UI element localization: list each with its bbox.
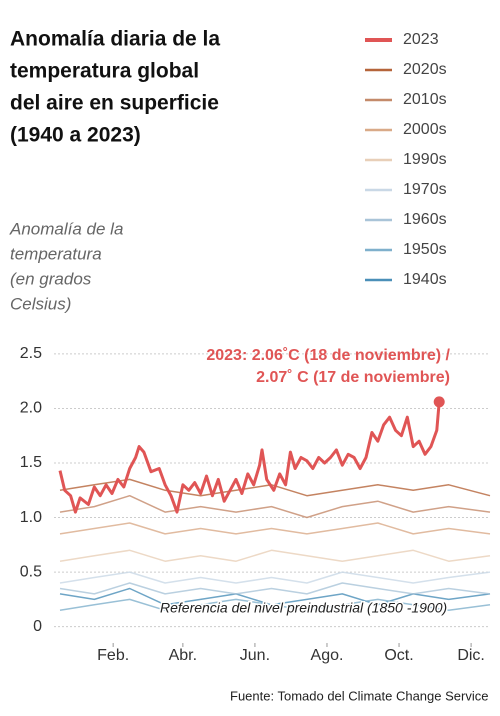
series-line	[59, 549, 491, 562]
reference-label-fg: Referencia del nivel preindustrial (1850…	[160, 600, 447, 616]
legend-label: 2023	[403, 31, 439, 48]
chart-title: temperatura global	[10, 60, 199, 83]
y-tick-label: 1.0	[20, 509, 42, 526]
series-line	[59, 571, 491, 584]
reference-label: Referencia del nivel preindustrial (1850…	[160, 600, 447, 616]
end-point	[433, 396, 445, 408]
annotation: 2023: 2.06˚C (18 de noviembre) /	[206, 347, 450, 364]
legend-label: 2020s	[403, 61, 447, 78]
chart-title: del aire en superficie	[10, 92, 219, 115]
y-axis-label: Celsius)	[10, 294, 71, 313]
series-line	[58, 401, 441, 514]
source: Fuente: Tomado del Climate Change Servic…	[230, 688, 488, 703]
legend-label: 2010s	[403, 91, 447, 108]
y-tick-label: 2.0	[20, 400, 42, 417]
y-tick-label: 2.5	[20, 345, 42, 362]
series-line	[59, 598, 491, 612]
x-tick-label: Ago.	[311, 647, 344, 664]
legend-label: 1970s	[403, 181, 447, 198]
chart-title: (1940 a 2023)	[10, 124, 141, 147]
y-tick-label: 1.5	[20, 454, 42, 471]
y-axis-label: Anomalía de la	[9, 219, 123, 238]
x-tick-label: Dic.	[457, 647, 485, 664]
legend-label: 1940s	[403, 271, 447, 288]
legend-label: 1960s	[403, 211, 447, 228]
x-tick-label: Jun.	[240, 647, 270, 664]
x-tick-label: Abr.	[169, 647, 197, 664]
y-tick-label: 0.5	[20, 563, 42, 580]
y-tick-label: 0	[33, 618, 42, 635]
legend-label: 1950s	[403, 241, 447, 258]
x-tick-label: Feb.	[97, 647, 129, 664]
y-axis-label: temperatura	[10, 244, 102, 263]
x-tick-label: Oct.	[384, 647, 413, 664]
legend-label: 2000s	[403, 121, 447, 138]
series-line	[59, 582, 491, 595]
y-axis-label: (en grados	[10, 269, 92, 288]
series-line	[59, 494, 491, 519]
chart-title: Anomalía diaria de la	[10, 28, 220, 51]
annotation: 2.07˚ C (17 de noviembre)	[256, 369, 450, 386]
legend-label: 1990s	[403, 151, 447, 168]
series-line	[59, 522, 491, 535]
